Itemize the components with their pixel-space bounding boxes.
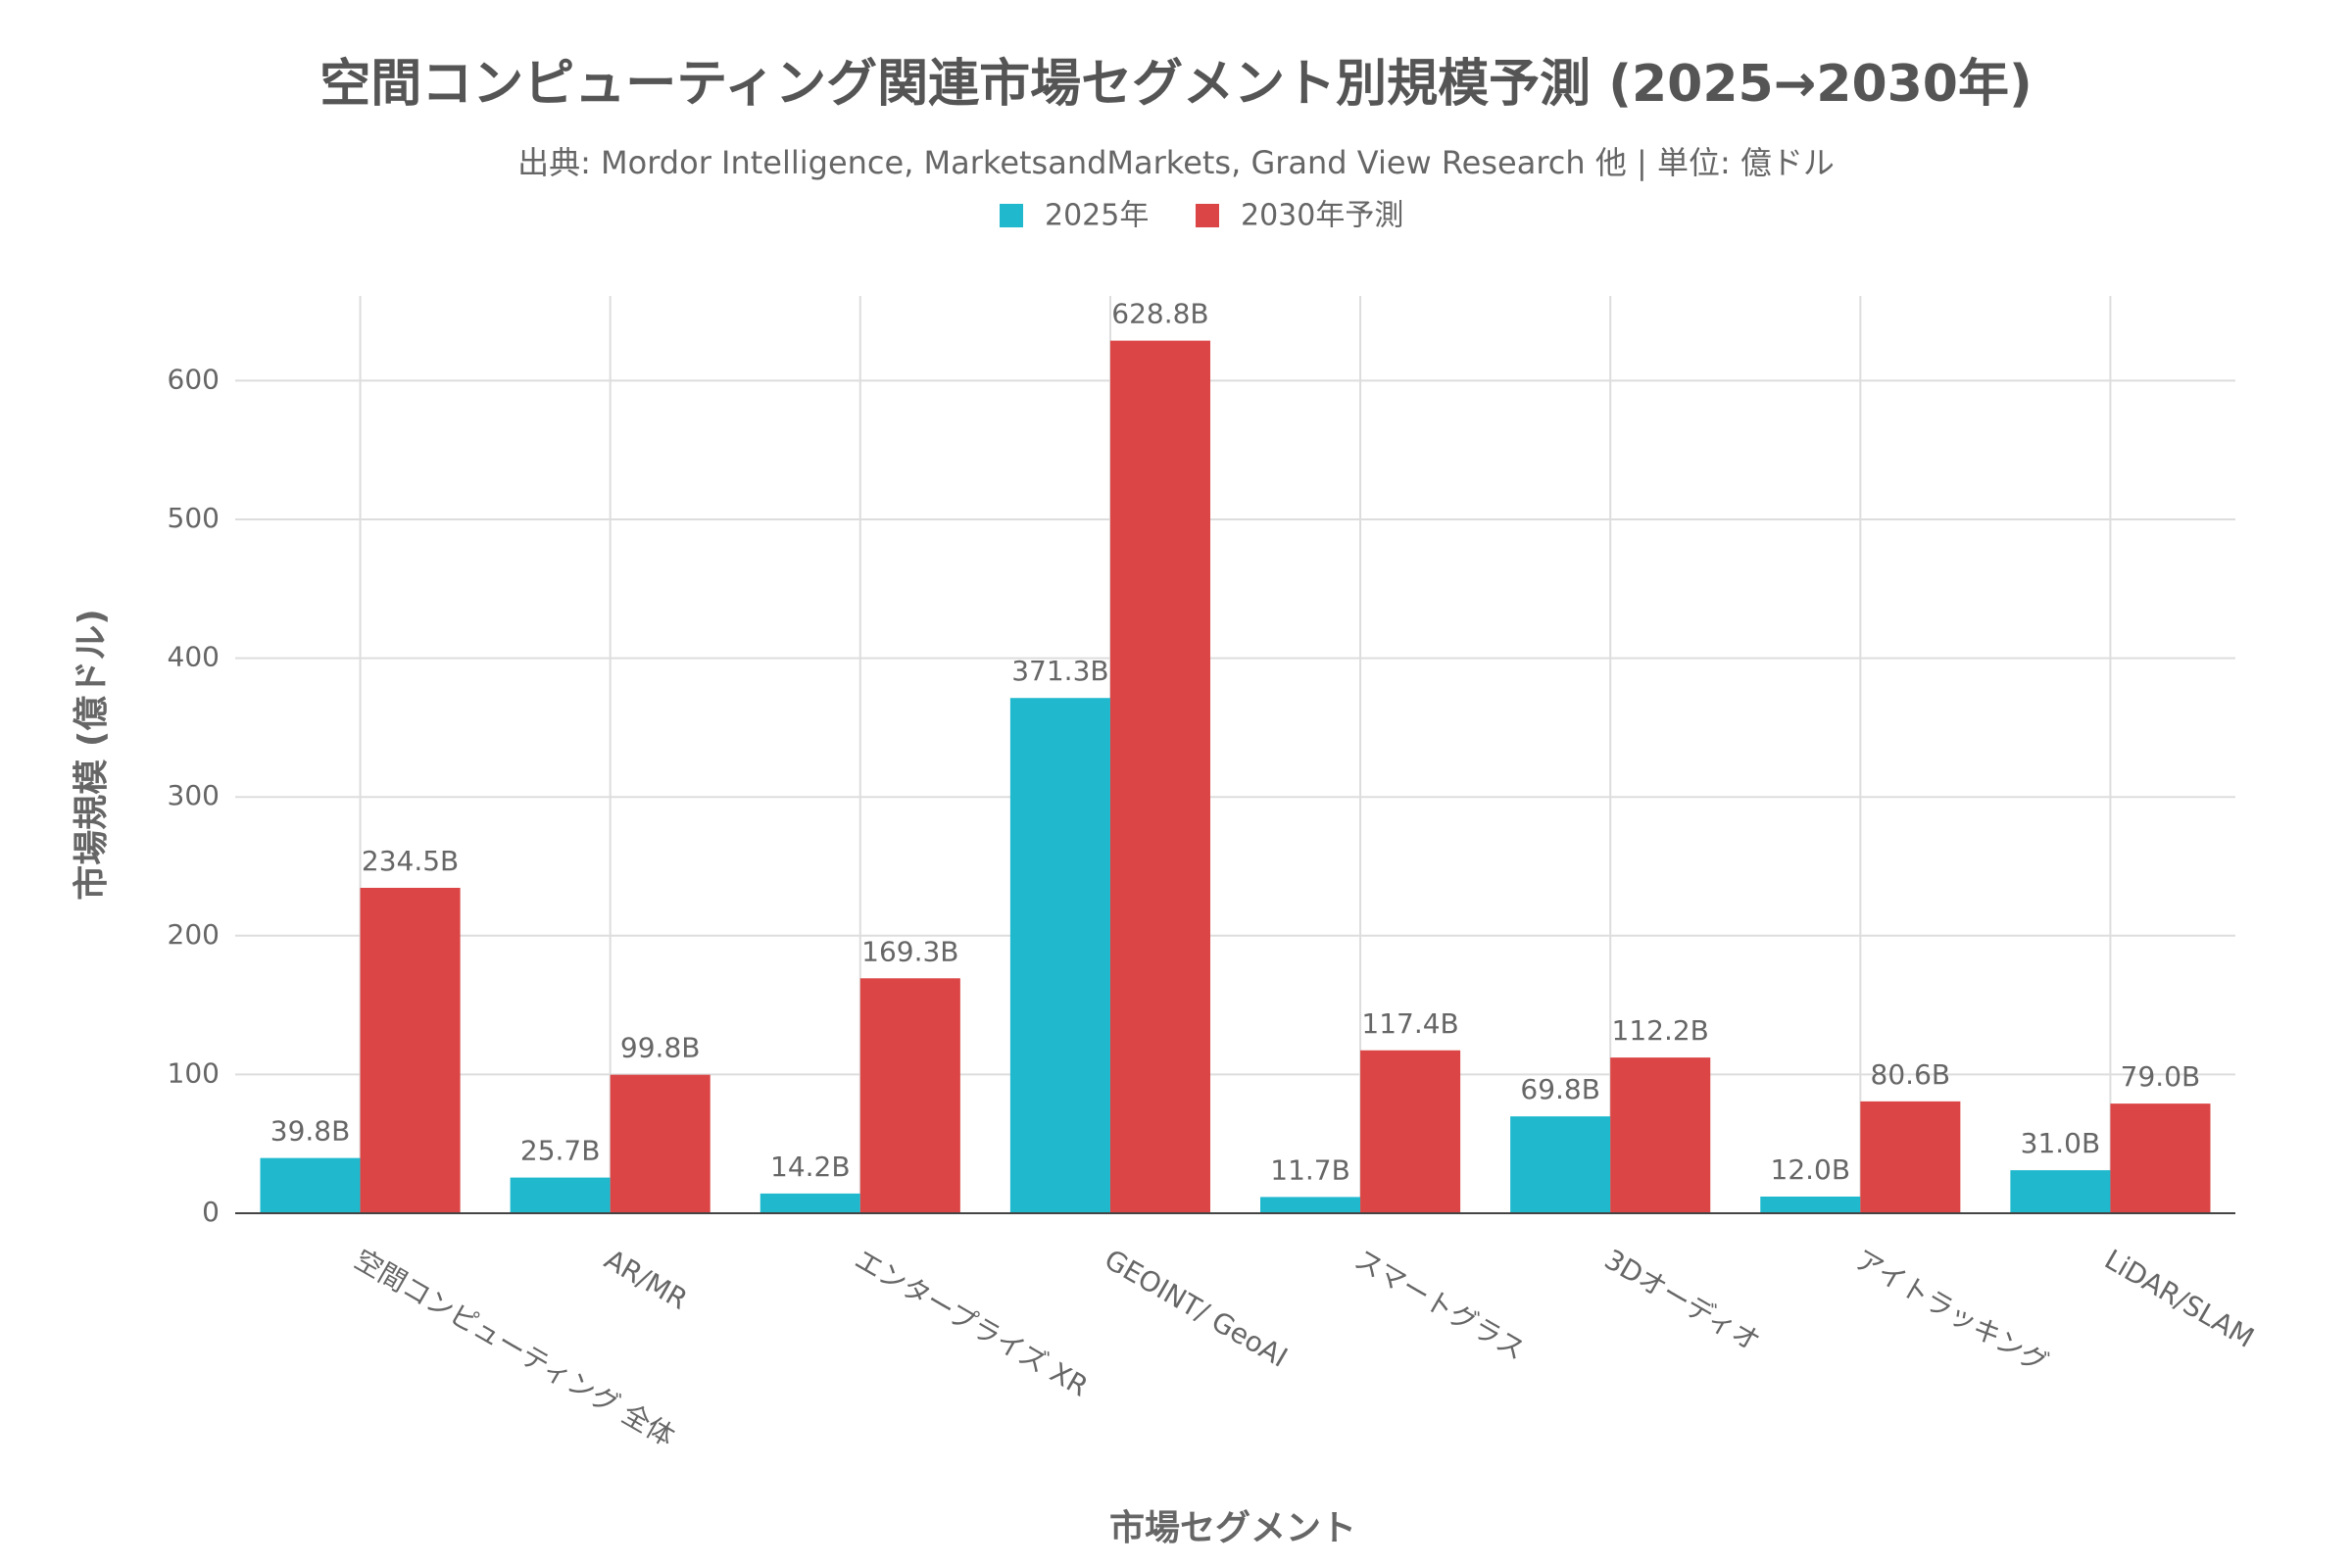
y-tick-label: 200 bbox=[168, 918, 220, 951]
x-tick-label: LiDAR/SLAM bbox=[2099, 1243, 2260, 1353]
bar bbox=[510, 1177, 611, 1213]
data-label: 234.5B bbox=[362, 845, 459, 877]
bar bbox=[1109, 340, 1210, 1213]
legend-swatch bbox=[1000, 204, 1023, 227]
data-label: 371.3B bbox=[1011, 655, 1108, 687]
bar bbox=[1260, 1197, 1361, 1213]
x-axis-title: 市場セグメント bbox=[1109, 1508, 1356, 1548]
data-label: 79.0B bbox=[2121, 1060, 2201, 1093]
data-label: 80.6B bbox=[1871, 1058, 1951, 1091]
data-label: 112.2B bbox=[1612, 1014, 1709, 1047]
bar bbox=[360, 887, 461, 1213]
legend-label: 2025年 bbox=[1045, 199, 1149, 233]
bar bbox=[610, 1074, 710, 1213]
y-tick-label: 300 bbox=[168, 779, 220, 811]
y-tick-label: 500 bbox=[168, 502, 220, 534]
data-label: 69.8B bbox=[1520, 1073, 1600, 1105]
y-tick-label: 600 bbox=[168, 363, 220, 395]
bar bbox=[2010, 1170, 2111, 1213]
bar bbox=[1610, 1057, 1711, 1213]
bar bbox=[1860, 1101, 1961, 1213]
x-tick-label: AR/MR bbox=[599, 1243, 693, 1315]
data-label: 31.0B bbox=[2021, 1127, 2101, 1159]
data-label: 169.3B bbox=[861, 935, 958, 967]
data-label: 39.8B bbox=[270, 1115, 351, 1148]
data-label: 99.8B bbox=[620, 1032, 701, 1064]
chart-subtitle: 出典: Mordor Intelligence, MarketsandMarke… bbox=[517, 144, 1835, 181]
x-tick-label: スマートグラス bbox=[1349, 1243, 1531, 1366]
data-label: 25.7B bbox=[520, 1135, 601, 1167]
y-tick-label: 0 bbox=[202, 1196, 220, 1228]
bar bbox=[1360, 1050, 1461, 1213]
legend-swatch bbox=[1196, 204, 1219, 227]
bar bbox=[2110, 1103, 2211, 1213]
data-label: 11.7B bbox=[1270, 1153, 1350, 1186]
bar bbox=[1760, 1197, 1861, 1213]
bar bbox=[1510, 1116, 1611, 1213]
chart-title: 空間コンピューティング関連市場セグメント別規模予測 (2025→2030年) bbox=[319, 55, 2033, 114]
bar bbox=[760, 1193, 860, 1213]
bar bbox=[859, 978, 960, 1213]
x-tick-label: アイトラッキング bbox=[1849, 1243, 2054, 1379]
y-tick-label: 400 bbox=[168, 641, 220, 673]
x-tick-label: GEOINT/ GeoAI bbox=[1099, 1243, 1293, 1373]
bar bbox=[260, 1157, 361, 1213]
y-tick-label: 100 bbox=[168, 1056, 220, 1089]
data-label: 628.8B bbox=[1111, 298, 1208, 330]
data-label: 14.2B bbox=[770, 1151, 851, 1183]
y-axis-title: 市場規模 (億ドル) bbox=[72, 609, 112, 900]
data-label: 12.0B bbox=[1771, 1153, 1851, 1186]
data-label: 117.4B bbox=[1361, 1007, 1458, 1040]
x-tick-label: 3Dオーディオ bbox=[1599, 1243, 1766, 1357]
x-tick-label: エンタープライズ XR bbox=[849, 1243, 1093, 1402]
bar bbox=[1009, 698, 1110, 1213]
legend-label: 2030年予測 bbox=[1241, 199, 1403, 233]
